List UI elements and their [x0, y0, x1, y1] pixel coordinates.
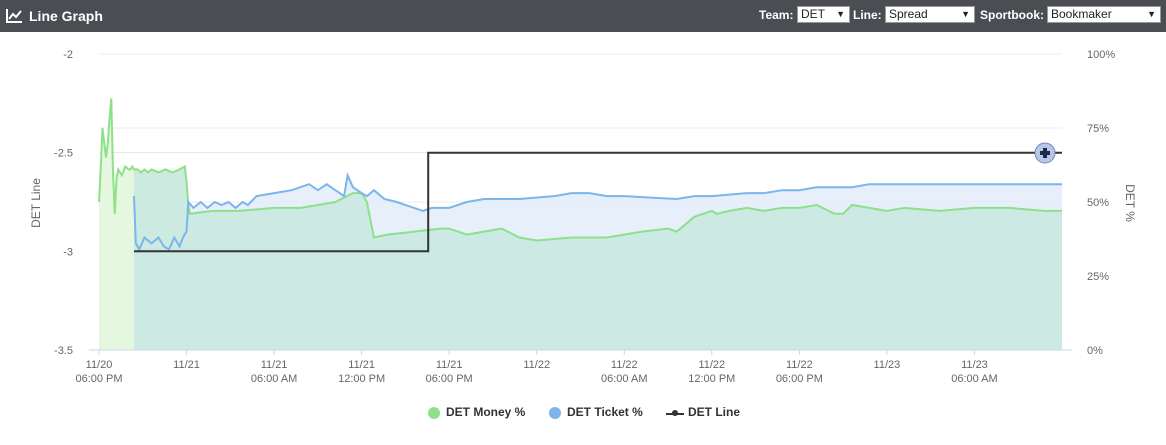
x-tick-label: 12:00 PM	[688, 373, 735, 385]
x-tick-label: 06:00 AM	[601, 373, 647, 385]
axes: -2 -2.5 -3 -3.5 100% 75% 50% 25% 0% 11/20 06:00 PM…	[54, 49, 1115, 385]
y2-tick-label: 100%	[1087, 49, 1115, 61]
line-select[interactable]: Spread ▼	[885, 6, 975, 23]
x-tick-label: 11/22	[611, 359, 638, 371]
x-tick-label: 11/22	[786, 359, 813, 371]
series-areas	[99, 98, 1062, 351]
det-line	[134, 151, 1062, 253]
x-tick-label: 11/23	[874, 359, 901, 371]
y2-tick-label: 75%	[1087, 123, 1109, 135]
x-tick-label: 11/21	[436, 359, 463, 371]
chart-title: Line Graph	[29, 8, 103, 24]
y2-tick-label: 25%	[1087, 271, 1109, 283]
ticket-line	[133, 171, 1062, 252]
legend-label-money: DET Money %	[446, 405, 526, 419]
x-tick-label: 06:00 PM	[75, 373, 122, 385]
x-tick-label: 11/21	[173, 359, 200, 371]
team-select[interactable]: DET ▼	[797, 6, 850, 23]
legend-item-ticket[interactable]: DET Ticket %	[549, 405, 643, 419]
sportsbook-select-value: Bookmaker	[1051, 7, 1112, 21]
x-tick-label: 11/22	[523, 359, 550, 371]
chart-legend: DET Money % DET Ticket % DET Line	[0, 405, 1166, 425]
x-tick-label: 06:00 AM	[251, 373, 297, 385]
chevron-down-icon: ▼	[961, 9, 970, 19]
y-axis-label: DET Line	[29, 178, 43, 228]
legend-item-money[interactable]: DET Money %	[428, 405, 525, 419]
x-tick-label: 11/21	[348, 359, 375, 371]
y-tick-label: -2	[63, 49, 73, 61]
x-tick-label: 06:00 AM	[951, 373, 997, 385]
money-line	[98, 98, 1062, 242]
x-tick-label: 12:00 PM	[338, 373, 385, 385]
series-lines	[98, 98, 1062, 253]
legend-marker-money	[428, 407, 440, 419]
plus-icon	[1040, 148, 1050, 158]
legend-marker-ticket	[549, 407, 561, 419]
x-tick-label: 11/22	[698, 359, 725, 371]
y-tick-label: -3.5	[54, 345, 73, 357]
line-chart-icon	[6, 9, 22, 23]
chevron-down-icon: ▼	[836, 9, 845, 19]
x-tick-label: 11/21	[261, 359, 288, 371]
legend-marker-line-dot	[672, 410, 678, 416]
x-tick-label: 11/23	[961, 359, 988, 371]
sportsbook-label: Sportbook:	[980, 8, 1044, 22]
chevron-down-icon: ▼	[1147, 9, 1156, 19]
chart-header: Line Graph Team: DET ▼ Line: Spread ▼ Sp…	[0, 0, 1166, 32]
line-chart: -2 -2.5 -3 -3.5 100% 75% 50% 25% 0% 11/20 06:00 PM…	[29, 49, 1137, 385]
x-tick-label: 11/20	[86, 359, 113, 371]
line-label: Line:	[853, 8, 882, 22]
y2-axis-label: DET %	[1123, 184, 1137, 222]
team-select-value: DET	[801, 7, 825, 21]
legend-label-ticket: DET Ticket %	[567, 405, 643, 419]
y-tick-label: -2.5	[54, 148, 73, 160]
line-select-value: Spread	[889, 7, 928, 21]
zoom-in-button[interactable]	[1034, 142, 1056, 164]
x-tick-label: 06:00 PM	[426, 373, 473, 385]
legend-item-line[interactable]: DET Line	[666, 405, 740, 419]
sportsbook-select[interactable]: Bookmaker ▼	[1047, 6, 1161, 23]
legend-label-line: DET Line	[688, 405, 741, 419]
y2-tick-label: 0%	[1087, 345, 1103, 357]
y2-tick-label: 50%	[1087, 197, 1109, 209]
x-tick-label: 06:00 PM	[776, 373, 823, 385]
y-tick-label: -3	[63, 246, 73, 258]
team-label: Team:	[759, 8, 794, 22]
